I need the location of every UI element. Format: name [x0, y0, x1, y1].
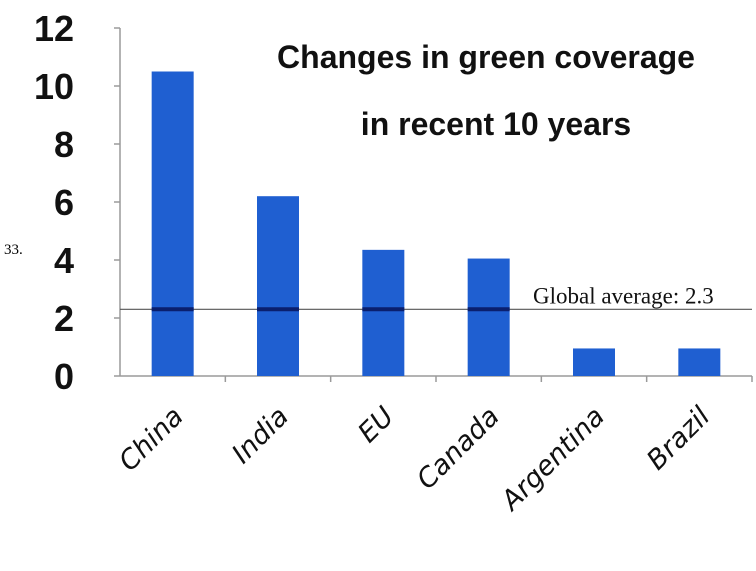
y-tick-labels: 0 2 4 6 8 10 12: [34, 8, 74, 397]
y-tick-label: 4: [54, 240, 74, 281]
x-tick-label: China: [113, 401, 189, 477]
y-tick-label: 12: [34, 8, 74, 49]
y-tick-label: 8: [54, 124, 74, 165]
reference-line-group: Global average: 2.3: [120, 283, 752, 312]
bar-argentina: [573, 348, 615, 376]
bar-canada: [467, 258, 510, 376]
global-average-label: Global average: 2.3: [533, 283, 714, 308]
x-tick-label: Canada: [411, 401, 506, 496]
chart-bars: [151, 71, 721, 376]
y-tick-label: 10: [34, 66, 74, 107]
question-number: 33.: [4, 242, 23, 258]
chart-axes: [114, 27, 753, 382]
x-tick-label: Argentina: [494, 401, 611, 518]
chart-title-line: in recent 10 years: [361, 106, 631, 142]
x-tick-label: Brazil: [641, 401, 717, 477]
chart-title: Changes in green coverage in recent 10 ye…: [277, 39, 695, 142]
x-tick-label: India: [226, 401, 295, 470]
bar-eu: [362, 249, 405, 376]
bar-india: [257, 196, 299, 376]
y-tick-label: 6: [54, 182, 74, 223]
y-tick-label: 0: [54, 356, 74, 397]
chart-title-line: Changes in green coverage: [277, 39, 695, 75]
bar-brazil: [678, 348, 721, 376]
x-tick-label: EU: [352, 401, 400, 449]
bar-china: [151, 71, 194, 376]
y-tick-label: 2: [54, 298, 74, 339]
